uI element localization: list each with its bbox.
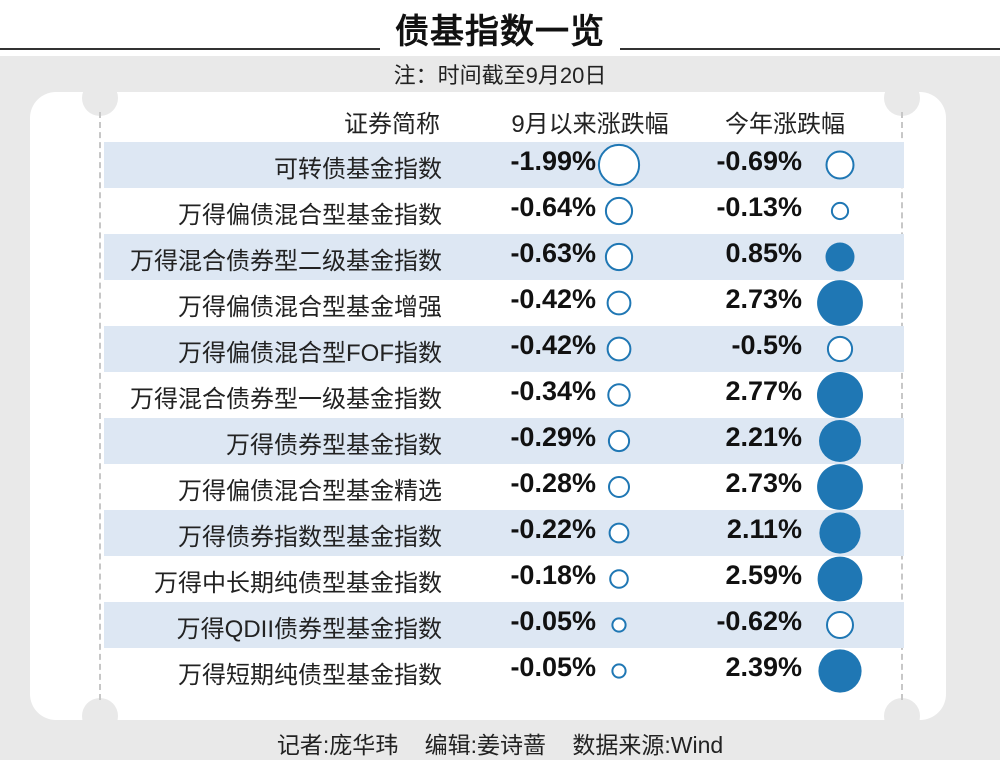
table-row: 万得债券型基金指数 -0.29% 2.21% [104,418,904,464]
chart-title: 债基指数一览 [395,13,605,51]
ticket-notch-top-right [884,80,920,116]
table-row: 万得偏债混合型基金精选 -0.28% 2.73% [104,464,904,510]
row-ytd-change-value: 2.77% [725,376,802,406]
row-ytd-change-value: -0.5% [731,330,802,360]
row-name: 可转债基金指数 [274,156,442,183]
row-sep-change-value: -0.22% [510,514,596,544]
table-row: 万得偏债混合型基金指数 -0.64% -0.13% [104,188,904,234]
row-sep-change-value: -0.42% [510,330,596,360]
footer: 记者:庞华玮 编辑:姜诗蔷 数据来源:Wind [0,726,1000,760]
table-row: 万得偏债混合型基金增强 -0.42% 2.73% [104,280,904,326]
row-ytd-change-value: -0.13% [716,192,802,222]
ticket-perforation-left [99,112,101,700]
row-ytd-change-value: 2.59% [725,560,802,590]
row-name: 万得债券型基金指数 [226,432,442,459]
row-sep-change-value: -0.28% [510,468,596,498]
table-row: 可转债基金指数 -1.99% -0.69% [104,142,904,188]
row-sep-change-value: -0.29% [510,422,596,452]
row-sep-change-value: -0.05% [510,606,596,636]
row-ytd-change-value: 2.39% [725,652,802,682]
table-row: 万得QDII债券型基金指数 -0.05% -0.62% [104,602,904,648]
row-name: 万得QDII债券型基金指数 [176,616,442,643]
chart-note: 注：时间截至9月20日 [393,63,607,88]
ticket-notch-top-left [82,80,118,116]
row-sep-change-value: -0.05% [510,652,596,682]
row-sep-change-value: -0.63% [510,238,596,268]
footer-source: 数据来源:Wind [572,732,724,758]
table-row: 万得债券指数型基金指数 -0.22% 2.11% [104,510,904,556]
row-ytd-change-value: 0.85% [725,238,802,268]
row-name: 万得混合债券型二级基金指数 [130,248,442,275]
row-ytd-change-value: 2.73% [725,468,802,498]
row-sep-change-value: -0.18% [510,560,596,590]
ticket-notch-bottom-left [82,698,118,734]
table-row: 万得中长期纯债型基金指数 -0.18% 2.59% [104,556,904,602]
footer-reporter: 记者:庞华玮 [276,732,399,758]
footer-editor: 编辑:姜诗蔷 [424,732,546,758]
table-row: 万得混合债券型二级基金指数 -0.63% 0.85% [104,234,904,280]
row-name: 万得偏债混合型基金指数 [178,202,442,229]
column-header-ytd-change: 今年涨跌幅 [725,111,845,138]
row-name: 万得偏债混合型基金精选 [178,478,442,505]
row-sep-change-value: -1.99% [510,146,596,176]
row-sep-change-value: -0.34% [510,376,596,406]
table-row: 万得偏债混合型FOF指数 -0.42% -0.5% [104,326,904,372]
ticket-notch-bottom-right [884,698,920,734]
row-sep-change-value: -0.64% [510,192,596,222]
table-row: 万得短期纯债型基金指数 -0.05% 2.39% [104,648,904,694]
table-row: 万得混合债券型一级基金指数 -0.34% 2.77% [104,372,904,418]
title-rule-left [0,48,380,50]
ticket-perforation-right [901,112,903,700]
column-header-name: 证券简称 [344,111,440,138]
row-name: 万得混合债券型一级基金指数 [130,386,442,413]
row-ytd-change-value: 2.73% [725,284,802,314]
row-sep-change-value: -0.42% [510,284,596,314]
column-header-sep-change: 9月以来涨跌幅 [511,111,669,138]
row-ytd-change-value: 2.11% [726,514,802,544]
row-ytd-change-value: 2.21% [725,422,802,452]
title-band [0,0,1000,56]
row-ytd-change-value: -0.62% [716,606,802,636]
row-name: 万得偏债混合型FOF指数 [178,340,442,367]
row-name: 万得短期纯债型基金指数 [178,662,442,689]
title-rule-right [620,48,1000,50]
row-name: 万得债券指数型基金指数 [178,524,442,551]
row-ytd-change-value: -0.69% [716,146,802,176]
row-name: 万得中长期纯债型基金指数 [154,570,442,597]
row-name: 万得偏债混合型基金增强 [178,294,442,321]
